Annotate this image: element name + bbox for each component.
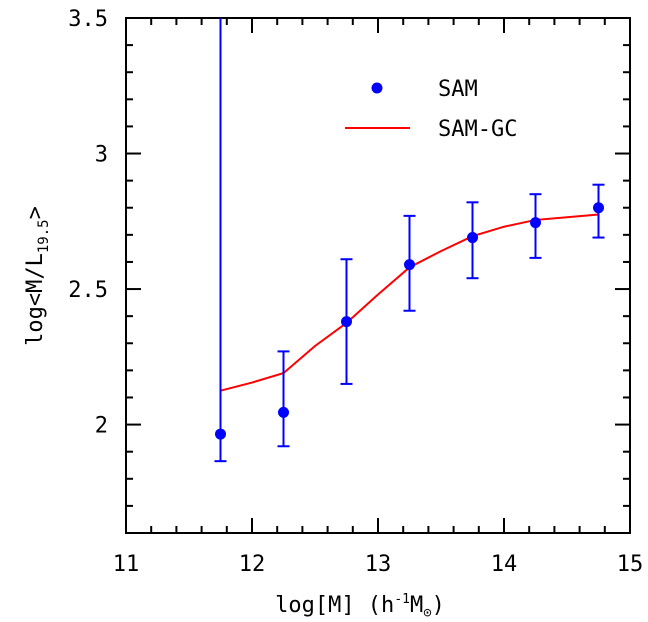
data-point-sam [404, 259, 415, 271]
y-tick-label: 2 [95, 414, 108, 439]
y-axis-label: log<M/L19.5> [23, 206, 52, 346]
y-tick-label: 2.5 [68, 278, 108, 303]
axis-ticks [125, 17, 631, 534]
series-layer [214, 18, 605, 463]
y-tick-label: 3.5 [68, 7, 108, 32]
x-tick-label: 15 [617, 552, 644, 577]
legend-marker-sam [371, 82, 383, 94]
tick-labels: 11 12 13 14 15 2 2.5 3 3.5 [68, 7, 643, 577]
plot-frame [125, 17, 631, 534]
x-tick-label: 14 [491, 552, 518, 577]
data-point-sam [341, 316, 352, 328]
x-tick-label: 11 [113, 552, 140, 577]
data-point-sam [593, 202, 604, 214]
data-point-sam [530, 217, 541, 229]
legend: SAM SAM-GC [345, 77, 517, 142]
legend-label-sam: SAM [438, 77, 478, 102]
x-tick-label: 12 [239, 552, 266, 577]
x-tick-label: 13 [365, 552, 392, 577]
y-tick-label: 3 [95, 143, 108, 168]
x-axis-label: log[M] (h-1M⊙) [275, 592, 445, 621]
data-point-sam [467, 232, 478, 244]
data-point-sam [215, 428, 226, 440]
data-point-sam [278, 406, 289, 418]
legend-label-sam-gc: SAM-GC [438, 117, 517, 142]
